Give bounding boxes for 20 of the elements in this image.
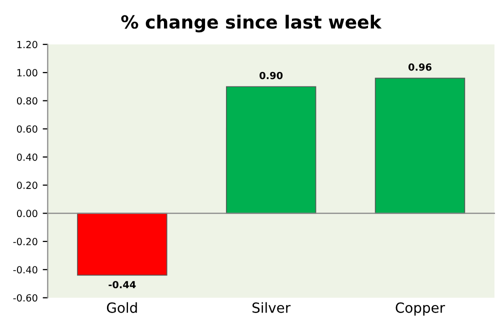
data-label: -0.44 — [108, 280, 136, 288]
chart-title: % change since last week — [121, 14, 382, 32]
y-tick-label: 0.40 — [16, 153, 38, 161]
y-tick-label: 0.00 — [16, 210, 38, 218]
bar — [226, 86, 316, 214]
data-label: 0.96 — [408, 63, 432, 71]
x-tick-label: Silver — [252, 302, 291, 313]
y-tick-label: 0.20 — [16, 182, 38, 189]
x-tick-label: Gold — [106, 302, 137, 313]
bar — [374, 78, 466, 214]
y-tick-label: -0.60 — [13, 294, 38, 302]
y-tick-label: 0.60 — [16, 125, 38, 133]
data-label: 0.90 — [260, 72, 283, 80]
y-tick-label: -0.20 — [13, 238, 38, 246]
y-tick-label: -0.40 — [13, 266, 38, 274]
x-tick-label: Copper — [396, 302, 446, 316]
y-tick-label: 0.80 — [16, 97, 38, 105]
y-tick-label: 1.20 — [17, 40, 38, 48]
y-tick-label: 1.00 — [17, 69, 38, 76]
bar — [77, 212, 168, 276]
